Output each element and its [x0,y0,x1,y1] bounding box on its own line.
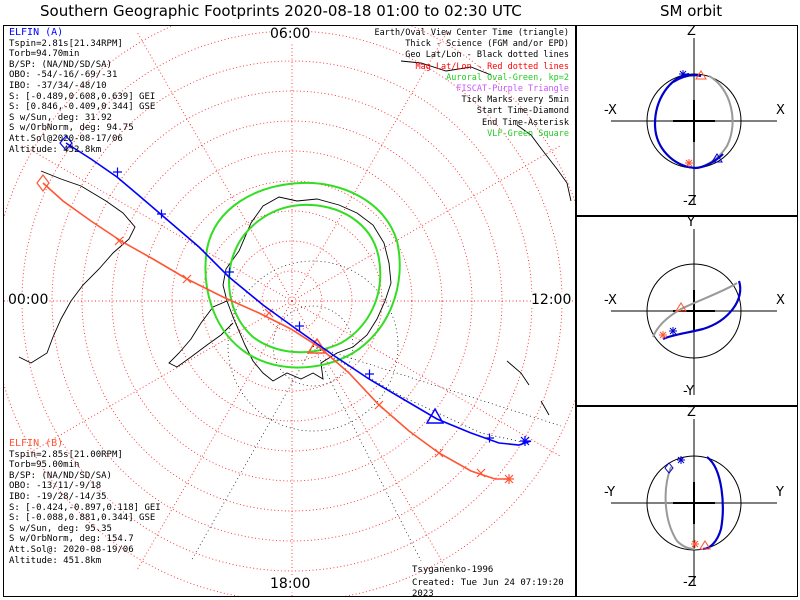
elfin-a-line: Torb=94.70min [9,49,80,60]
page-title: Southern Geographic Footprints 2020-08-1… [40,2,522,20]
islands-se [506,360,550,416]
elfin-a-orbit [662,280,742,341]
auroral-oval-inner [228,203,382,354]
south-america-coast [18,170,136,364]
model-credit: Tsyganenko-1996 [412,565,494,575]
sm-panel-xz: Z -Z -X X [576,25,798,216]
elfin-a-line: S: [-0.489,0.608,0.639] GEI [9,91,156,102]
sm-panel-xy: Y -Y -X X [576,216,798,406]
elfin-a-line: S: [0.846,-0.409,0.344] GSE [9,102,156,113]
sm-xz-a-triangle [711,153,723,163]
sm-yz-bottom-label: -Z [683,575,697,590]
elfin-b-line: Att.Sol@: 2020-08-19/06 [9,544,134,555]
elfin-a-orbit [653,72,724,170]
sm-yz-left-label: -Y [604,485,616,500]
coastlines [18,60,572,416]
sm-xy-bottom-label: -Y [683,384,695,399]
sm-yz-diamond [664,462,674,474]
mag-lon-lines [4,26,575,596]
elfin-b-line: IBO: -19/28/-14/35 [9,491,107,502]
legend-entry: VLF-Green Square [487,128,569,139]
elfin-b-orbit [652,282,738,338]
hour-label-06: 06:00 [270,26,311,42]
elfin-a-line: OBO: -54/-16/-69/-31 [9,70,118,81]
sm-xy-triangle [675,302,687,312]
elfin-a-line: S w/Sun, deg: 31.92 [9,112,112,123]
legend-entry: Geo Lat/Lon - Black dotted lines [405,50,569,61]
antarctica-coast [222,196,392,382]
map-canvas [4,26,575,596]
elfin-a-name: ELFIN (A) [9,27,64,38]
legend-entry: End Time-Asterisk [482,117,569,128]
elfin-b-line: Tspin=2.85s[21.00RPM] [9,449,123,460]
sm-yz-top-label: Z [687,406,696,420]
legend-entry: Mag Lat/Lon - Red dotted lines [415,61,569,72]
sm-panel-yz: Z -Z -Y Y [576,406,798,597]
legend-entry: FISCAT-Purple Triangle [456,84,569,95]
elfin-b-ticks [114,236,486,478]
sm-xy-left-label: -X [604,293,617,308]
legend-entry: Tick Marks every 5min [461,95,569,106]
elfin-b-track [36,174,514,484]
sm-panel-xz-canvas [611,38,777,204]
ground-link-dotted [312,345,528,444]
geo-grid [190,260,562,562]
legend-entry: Start Time-Diamond [476,106,569,117]
elfin-b-orbit [664,466,696,550]
created-timestamp: Created: Tue Jun 24 07:19:20 2023 [412,578,564,597]
elfin-b-start-diamond [36,174,50,192]
australia-coast [516,124,572,202]
sm-yz-right-label: Y [776,485,784,500]
sm-orbit-title: SM orbit [660,2,723,20]
map-legend: Earth/Oval View Center Time (triangle) T… [375,28,569,140]
elfin-b-line: Altitude: 451.8km [9,555,102,566]
elfin-a-ticks [113,167,494,443]
sm-yz-triangle [699,540,711,550]
sm-xz-b-triangle [695,70,707,80]
sm-panel-xy-canvas [611,229,777,395]
elfin-a-info: ELFIN (A) Tspin=2.81s[21.34RPM] Torb=94.… [9,27,156,155]
elfin-b-name: ELFIN (B) [9,438,64,449]
elfin-a-line: Altitude: 452.8km [9,144,102,155]
footprint-map: 06:00 00:00 12:00 18:00 ELFIN (A) Tspin=… [3,25,576,597]
legend-entry: Thick - Science (FGM and/or EPD) [405,39,569,50]
elfin-b-line: OBO: -13/11/-9/18 [9,481,102,492]
elfin-b-line: B/SP: (NA/ND/SD/SA) [9,470,112,481]
elfin-b-line: S w/Sun, deg: 95.35 [9,523,112,534]
hour-label-00: 00:00 [8,292,49,308]
legend-entry: Auroral Oval-Green, kp=2 [446,72,569,83]
africa-tip [400,60,492,76]
elfin-a-track [59,135,532,446]
sm-xz-right-label: X [776,103,785,118]
sm-xz-top-label: Z [687,25,696,39]
sm-panel-yz-canvas [611,419,777,585]
elfin-b-line: S w/OrbNorm, deg: 154.7 [9,534,134,545]
auroral-oval-outer [204,181,401,369]
elfin-a-center-triangle [425,407,445,424]
sm-xz-left-label: -X [604,103,617,118]
elfin-a-start-diamond [59,135,73,151]
elfin-a-line: Att.Sol@2020-08-17/06 [9,133,123,144]
elfin-b-info: ELFIN (B) Tspin=2.85s[21.00RPM] Torb=95.… [9,438,161,566]
sm-xy-top-label: Y [687,216,695,230]
elfin-b-line: S: [-0.088,0.881,0.344] GSE [9,513,156,524]
legend-entry: Earth/Oval View Center Time (triangle) [374,28,569,38]
sm-xy-right-label: X [776,293,785,308]
hour-label-18: 18:00 [270,576,311,592]
elfin-a-line: IBO: -37/34/-48/10 [9,80,107,91]
elfin-a-line: Tspin=2.81s[21.34RPM] [9,38,123,49]
elfin-a-line: B/SP: (NA/ND/SD/SA) [9,59,112,70]
elfin-b-line: S: [-0.424,-0.897,0.118] GEI [9,502,161,513]
elfin-b-end-asterisk [504,474,514,484]
sm-xz-bottom-label: -Z [683,194,697,209]
elfin-a-line: S w/OrbNorm, deg: 94.75 [9,123,134,134]
elfin-b-line: Torb=95.00min [9,460,80,471]
auroral-ovals [204,181,401,369]
antarctic-peninsula [168,300,234,368]
hour-label-12: 12:00 [531,292,572,308]
elfin-a-end-asterisk [520,436,530,446]
